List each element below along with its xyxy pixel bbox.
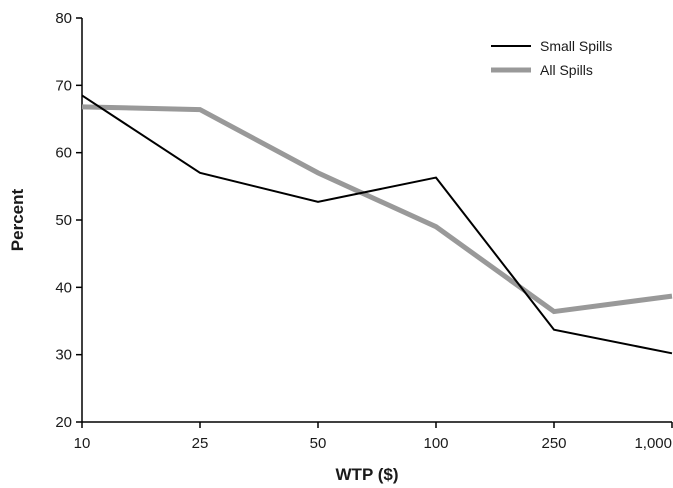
y-tick-label: 20	[55, 414, 72, 431]
axes	[81, 18, 672, 423]
y-tick-label: 60	[55, 145, 72, 162]
x-axis-title: WTP ($)	[336, 465, 399, 484]
legend: Small Spills All Spills	[491, 38, 612, 78]
x-tick-label: 250	[541, 435, 566, 452]
series-layer	[81, 94, 673, 355]
x-tick-label: 10	[74, 435, 91, 452]
x-ticks: 10 25 50 100 250 1,000	[74, 422, 673, 452]
y-ticks: 20 30 40 50 60 70 80	[55, 10, 82, 431]
y-axis-title: Percent	[8, 188, 27, 251]
x-tick-label: 1,000	[634, 435, 672, 452]
y-tick-label: 70	[55, 77, 72, 94]
x-tick-label: 100	[423, 435, 448, 452]
y-tick-label: 40	[55, 279, 72, 296]
x-tick-label: 25	[192, 435, 209, 452]
series-line-small-spills	[81, 94, 673, 355]
x-tick-label: 50	[310, 435, 327, 452]
legend-label: All Spills	[540, 62, 593, 78]
y-tick-label: 50	[55, 212, 72, 229]
series-line-all-spills	[81, 104, 673, 315]
y-tick-label: 80	[55, 10, 72, 27]
legend-label: Small Spills	[540, 38, 612, 54]
y-tick-label: 30	[55, 347, 72, 364]
